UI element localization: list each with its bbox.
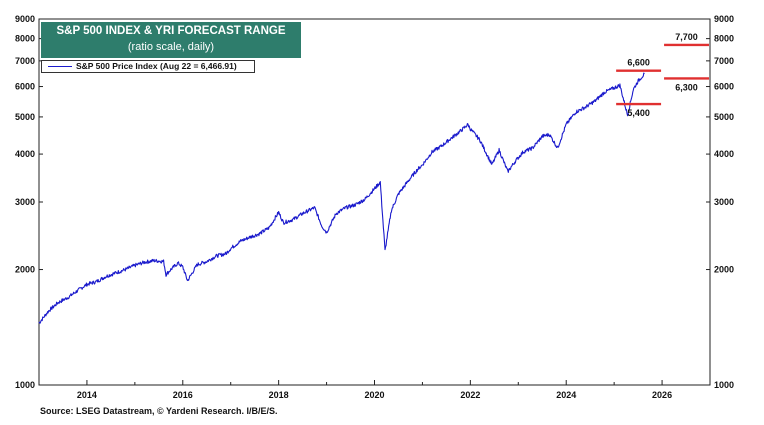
y-tick-label-left: 6000: [15, 82, 35, 92]
y-tick-label-right: 4000: [714, 149, 734, 159]
x-axis: 2014 2016 2018 2020 2022 2024 2026: [38, 380, 711, 400]
y-tick-label-left: 2000: [15, 265, 35, 275]
y-tick-label-right: 9000: [714, 14, 734, 24]
x-tick-label: 2024: [556, 390, 576, 400]
series-layer: [38, 72, 645, 324]
y-tick-label-left: 9000: [15, 14, 35, 24]
y-tick-label-right: 3000: [714, 197, 734, 207]
chart-title: S&P 500 INDEX & YRI FORECAST RANGE: [56, 25, 286, 37]
y-tick-label-right: 7000: [714, 56, 734, 66]
x-tick-label: 2018: [269, 390, 289, 400]
x-tick-label: 2016: [173, 390, 193, 400]
forecast-layer: 6,600 5,400 7,700 6,300: [616, 32, 709, 118]
y-tick-label-right: 5000: [714, 112, 734, 122]
forecast-label: 7,700: [675, 32, 698, 42]
legend-swatch: [48, 66, 72, 68]
series-line: [38, 72, 645, 324]
x-tick-label: 2022: [460, 390, 480, 400]
x-tick-label: 2014: [77, 390, 97, 400]
forecast-label: 5,400: [627, 108, 650, 118]
legend: S&P 500 Price Index (Aug 22 = 6,466.91): [41, 60, 255, 73]
y-tick-label-right: 2000: [714, 265, 734, 275]
forecast-label: 6,300: [675, 82, 698, 92]
y-tick-label-right: 6000: [714, 82, 734, 92]
x-tick-label: 2026: [652, 390, 672, 400]
plot-frame: [38, 18, 711, 386]
y-axis-left: 1000 2000 3000 4000 5000 6000 7000 8000 9000: [15, 14, 43, 390]
y-tick-label-left: 8000: [15, 34, 35, 44]
y-tick-label-right: 1000: [714, 380, 734, 390]
forecast-label: 6,600: [627, 58, 650, 68]
y-tick-label-left: 1000: [15, 380, 35, 390]
legend-label: S&P 500 Price Index (Aug 22 = 6,466.91): [76, 61, 237, 71]
y-axis-right: 1000 2000 3000 4000 5000 6000 7000 8000 9000: [706, 14, 734, 390]
y-tick-label-left: 7000: [15, 56, 35, 66]
y-tick-label-left: 4000: [15, 149, 35, 159]
source-note: Source: LSEG Datastream, © Yardeni Resea…: [40, 406, 278, 416]
chart-subtitle: (ratio scale, daily): [127, 41, 215, 53]
x-tick-label: 2020: [364, 390, 384, 400]
y-tick-label-right: 8000: [714, 34, 734, 44]
chart-title-box: S&P 500 INDEX & YRI FORECAST RANGE (rati…: [41, 22, 301, 58]
y-tick-label-left: 3000: [15, 197, 35, 207]
y-tick-label-left: 5000: [15, 112, 35, 122]
